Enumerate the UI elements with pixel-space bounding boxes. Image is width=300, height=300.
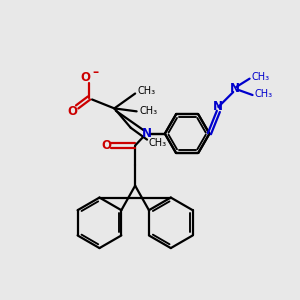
Text: CH₃: CH₃ [254, 88, 272, 98]
Text: O: O [80, 71, 91, 84]
Text: CH₃: CH₃ [251, 72, 269, 82]
Text: O: O [68, 105, 78, 118]
Text: N: N [230, 82, 240, 95]
Text: CH₃: CH₃ [137, 85, 156, 96]
Text: N: N [213, 100, 224, 113]
Text: O: O [101, 139, 111, 152]
Text: CH₃: CH₃ [139, 106, 157, 116]
Text: N: N [142, 127, 152, 140]
Text: –: – [92, 66, 98, 79]
Text: CH₃: CH₃ [148, 138, 166, 148]
